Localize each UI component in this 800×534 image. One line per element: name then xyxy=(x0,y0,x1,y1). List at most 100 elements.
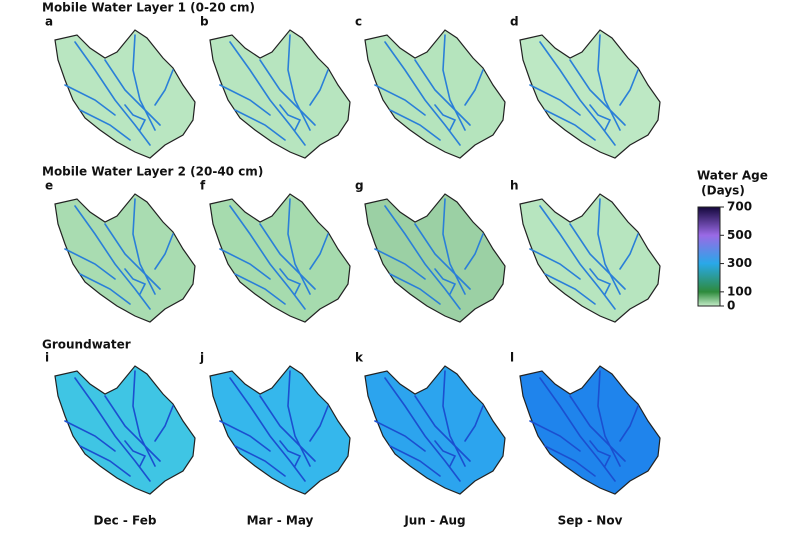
map-panel xyxy=(209,193,351,323)
stream xyxy=(64,84,116,116)
stream xyxy=(219,84,271,116)
panel-letter: h xyxy=(510,179,519,193)
panel-letter: l xyxy=(510,351,514,365)
stream xyxy=(259,59,316,126)
watershed xyxy=(364,193,506,323)
stream xyxy=(74,377,151,482)
stream xyxy=(544,445,596,477)
stream xyxy=(569,395,626,462)
stream xyxy=(154,233,174,270)
stream xyxy=(389,273,441,305)
stream xyxy=(154,69,174,106)
stream xyxy=(442,198,466,295)
stream xyxy=(374,420,426,452)
watershed xyxy=(209,29,351,159)
stream xyxy=(154,405,174,442)
watershed xyxy=(519,365,661,495)
colorbar-tick-label: 300 xyxy=(727,256,752,270)
map-panel xyxy=(519,365,661,495)
colorbar-title: (Days) xyxy=(697,184,745,198)
stream xyxy=(64,420,116,452)
stream xyxy=(434,268,457,295)
watershed xyxy=(519,29,661,159)
stream xyxy=(544,109,596,141)
stream xyxy=(539,377,616,482)
stream xyxy=(619,233,639,270)
stream xyxy=(132,34,156,131)
watershed xyxy=(209,193,351,323)
stream xyxy=(287,198,311,295)
stream xyxy=(589,268,612,295)
stream xyxy=(389,109,441,141)
map-panel xyxy=(209,365,351,495)
stream xyxy=(464,233,484,270)
stream xyxy=(434,440,457,467)
watershed xyxy=(209,365,351,495)
watershed xyxy=(364,29,506,159)
stream xyxy=(132,370,156,467)
stream xyxy=(309,405,329,442)
stream xyxy=(529,84,581,116)
stream xyxy=(589,104,612,131)
stream xyxy=(287,370,311,467)
stream xyxy=(79,273,131,305)
row-title: Mobile Water Layer 2 (20-40 cm) xyxy=(42,165,263,179)
panel-letter: e xyxy=(45,179,53,193)
panel-letter: c xyxy=(355,15,362,29)
stream xyxy=(442,370,466,467)
stream xyxy=(104,59,161,126)
panel-letter: f xyxy=(200,179,206,193)
map-panel xyxy=(364,193,506,323)
row-title: Mobile Water Layer 1 (0-20 cm) xyxy=(42,1,255,15)
stream xyxy=(104,223,161,290)
panel-letter: i xyxy=(45,351,49,365)
stream xyxy=(544,273,596,305)
map-panel xyxy=(519,29,661,159)
stream xyxy=(74,205,151,310)
stream xyxy=(79,109,131,141)
watershed xyxy=(54,29,196,159)
stream xyxy=(124,104,147,131)
stream xyxy=(234,445,286,477)
stream xyxy=(374,248,426,280)
watershed xyxy=(364,365,506,495)
stream xyxy=(279,440,302,467)
stream xyxy=(569,59,626,126)
stream xyxy=(597,198,621,295)
map-panel xyxy=(54,29,196,159)
panel-letter: b xyxy=(200,15,209,29)
stream xyxy=(619,405,639,442)
stream xyxy=(279,104,302,131)
stream xyxy=(132,198,156,295)
stream xyxy=(464,405,484,442)
column-label: Sep - Nov xyxy=(558,514,623,528)
stream xyxy=(124,440,147,467)
colorbar-tick-label: 100 xyxy=(727,284,752,298)
stream xyxy=(79,445,131,477)
column-label: Dec - Feb xyxy=(94,514,157,528)
panel-letter: j xyxy=(199,351,204,365)
stream xyxy=(234,273,286,305)
colorbar-tick-label: 0 xyxy=(727,299,735,313)
stream xyxy=(104,395,161,462)
colorbar-tick-label: 700 xyxy=(727,200,752,214)
stream xyxy=(64,248,116,280)
stream xyxy=(234,109,286,141)
map-panel xyxy=(54,193,196,323)
stream xyxy=(309,233,329,270)
stream xyxy=(309,69,329,106)
stream xyxy=(597,370,621,467)
stream xyxy=(619,69,639,106)
stream xyxy=(279,268,302,295)
panel-letter: g xyxy=(355,179,364,193)
stream xyxy=(219,248,271,280)
panel-letter: d xyxy=(510,15,519,29)
map-panel xyxy=(364,365,506,495)
stream xyxy=(229,41,306,146)
stream xyxy=(414,223,471,290)
stream xyxy=(389,445,441,477)
panel-letter: k xyxy=(355,351,364,365)
stream xyxy=(384,205,461,310)
stream xyxy=(74,41,151,146)
